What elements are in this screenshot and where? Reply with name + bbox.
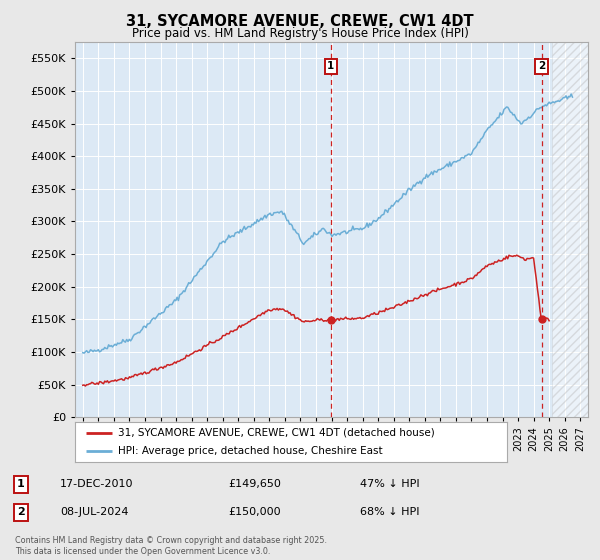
Text: £149,650: £149,650 bbox=[228, 479, 281, 489]
Text: 17-DEC-2010: 17-DEC-2010 bbox=[60, 479, 133, 489]
Text: 68% ↓ HPI: 68% ↓ HPI bbox=[360, 507, 419, 517]
Text: 08-JUL-2024: 08-JUL-2024 bbox=[60, 507, 128, 517]
Text: Price paid vs. HM Land Registry's House Price Index (HPI): Price paid vs. HM Land Registry's House … bbox=[131, 27, 469, 40]
Text: 1: 1 bbox=[17, 479, 25, 489]
Text: HPI: Average price, detached house, Cheshire East: HPI: Average price, detached house, Ches… bbox=[118, 446, 383, 456]
Text: 47% ↓ HPI: 47% ↓ HPI bbox=[360, 479, 419, 489]
Text: £150,000: £150,000 bbox=[228, 507, 281, 517]
Text: 2: 2 bbox=[538, 62, 545, 71]
Text: 31, SYCAMORE AVENUE, CREWE, CW1 4DT: 31, SYCAMORE AVENUE, CREWE, CW1 4DT bbox=[126, 14, 474, 29]
Text: 2: 2 bbox=[17, 507, 25, 517]
Text: 31, SYCAMORE AVENUE, CREWE, CW1 4DT (detached house): 31, SYCAMORE AVENUE, CREWE, CW1 4DT (det… bbox=[118, 428, 435, 437]
Text: 1: 1 bbox=[327, 62, 335, 71]
Text: Contains HM Land Registry data © Crown copyright and database right 2025.
This d: Contains HM Land Registry data © Crown c… bbox=[15, 536, 327, 556]
Bar bbox=[552, 42, 588, 417]
